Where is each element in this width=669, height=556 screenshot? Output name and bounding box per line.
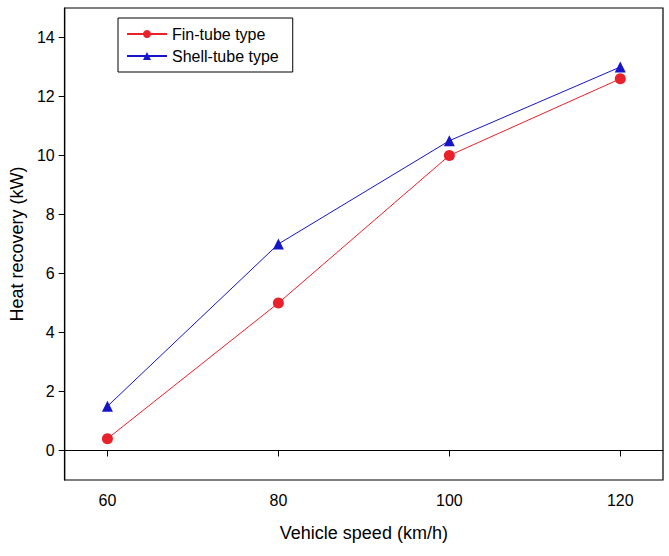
svg-text:14: 14 bbox=[37, 29, 55, 46]
svg-text:8: 8 bbox=[46, 206, 55, 223]
svg-text:80: 80 bbox=[269, 492, 287, 509]
svg-text:0: 0 bbox=[46, 442, 55, 459]
svg-text:4: 4 bbox=[46, 324, 55, 341]
svg-text:Vehicle speed (km/h): Vehicle speed (km/h) bbox=[280, 523, 448, 543]
svg-text:10: 10 bbox=[37, 147, 55, 164]
svg-text:Shell-tube type: Shell-tube type bbox=[172, 48, 279, 65]
svg-text:Fin-tube type: Fin-tube type bbox=[172, 26, 265, 43]
svg-text:6: 6 bbox=[46, 265, 55, 282]
svg-text:100: 100 bbox=[436, 492, 463, 509]
svg-text:60: 60 bbox=[99, 492, 117, 509]
svg-text:2: 2 bbox=[46, 383, 55, 400]
svg-text:12: 12 bbox=[37, 88, 55, 105]
svg-text:Heat recovery (kW): Heat recovery (kW) bbox=[7, 166, 27, 321]
svg-text:120: 120 bbox=[607, 492, 634, 509]
